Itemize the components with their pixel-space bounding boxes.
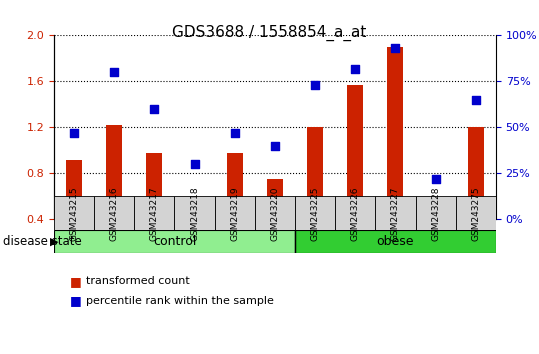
Bar xyxy=(146,153,162,266)
FancyBboxPatch shape xyxy=(94,196,134,230)
FancyBboxPatch shape xyxy=(134,196,175,230)
FancyBboxPatch shape xyxy=(215,196,255,230)
FancyBboxPatch shape xyxy=(295,196,335,230)
FancyBboxPatch shape xyxy=(54,230,295,253)
FancyBboxPatch shape xyxy=(455,196,496,230)
Text: GSM243219: GSM243219 xyxy=(230,186,239,241)
Point xyxy=(271,143,279,149)
Text: GSM243226: GSM243226 xyxy=(351,186,360,240)
Point xyxy=(351,66,360,72)
Text: control: control xyxy=(153,235,196,248)
Text: ■: ■ xyxy=(70,295,82,307)
Text: disease state: disease state xyxy=(3,235,81,248)
FancyBboxPatch shape xyxy=(175,196,215,230)
Text: GSM243216: GSM243216 xyxy=(109,186,119,241)
Point xyxy=(311,82,320,88)
Text: transformed count: transformed count xyxy=(86,276,190,286)
Text: GSM243217: GSM243217 xyxy=(150,186,159,241)
Bar xyxy=(106,125,122,266)
Bar xyxy=(307,127,323,266)
Bar xyxy=(227,153,243,266)
Text: GSM243275: GSM243275 xyxy=(471,186,480,241)
Point xyxy=(472,97,480,103)
Bar xyxy=(388,47,404,266)
Bar xyxy=(66,160,82,266)
Bar xyxy=(468,127,484,266)
Text: GSM243218: GSM243218 xyxy=(190,186,199,241)
Text: ▶: ▶ xyxy=(50,236,58,246)
Text: obese: obese xyxy=(377,235,414,248)
Text: GSM243215: GSM243215 xyxy=(70,186,79,241)
Bar xyxy=(267,179,283,266)
Point xyxy=(431,176,440,182)
Text: GSM243227: GSM243227 xyxy=(391,186,400,240)
Bar xyxy=(427,214,444,266)
Point xyxy=(110,69,119,75)
Point xyxy=(70,130,78,136)
FancyBboxPatch shape xyxy=(54,196,94,230)
Point xyxy=(391,45,400,51)
FancyBboxPatch shape xyxy=(416,196,455,230)
Text: ■: ■ xyxy=(70,275,82,288)
Point xyxy=(190,161,199,167)
FancyBboxPatch shape xyxy=(335,196,375,230)
FancyBboxPatch shape xyxy=(255,196,295,230)
Text: GDS3688 / 1558854_a_at: GDS3688 / 1558854_a_at xyxy=(172,25,367,41)
Text: GSM243220: GSM243220 xyxy=(271,186,279,240)
Bar xyxy=(186,216,203,266)
Bar xyxy=(347,85,363,266)
Text: GSM243225: GSM243225 xyxy=(310,186,320,240)
Point xyxy=(150,106,158,112)
Point xyxy=(230,130,239,136)
FancyBboxPatch shape xyxy=(375,196,416,230)
Text: percentile rank within the sample: percentile rank within the sample xyxy=(86,296,274,306)
FancyBboxPatch shape xyxy=(295,230,496,253)
Text: GSM243228: GSM243228 xyxy=(431,186,440,240)
